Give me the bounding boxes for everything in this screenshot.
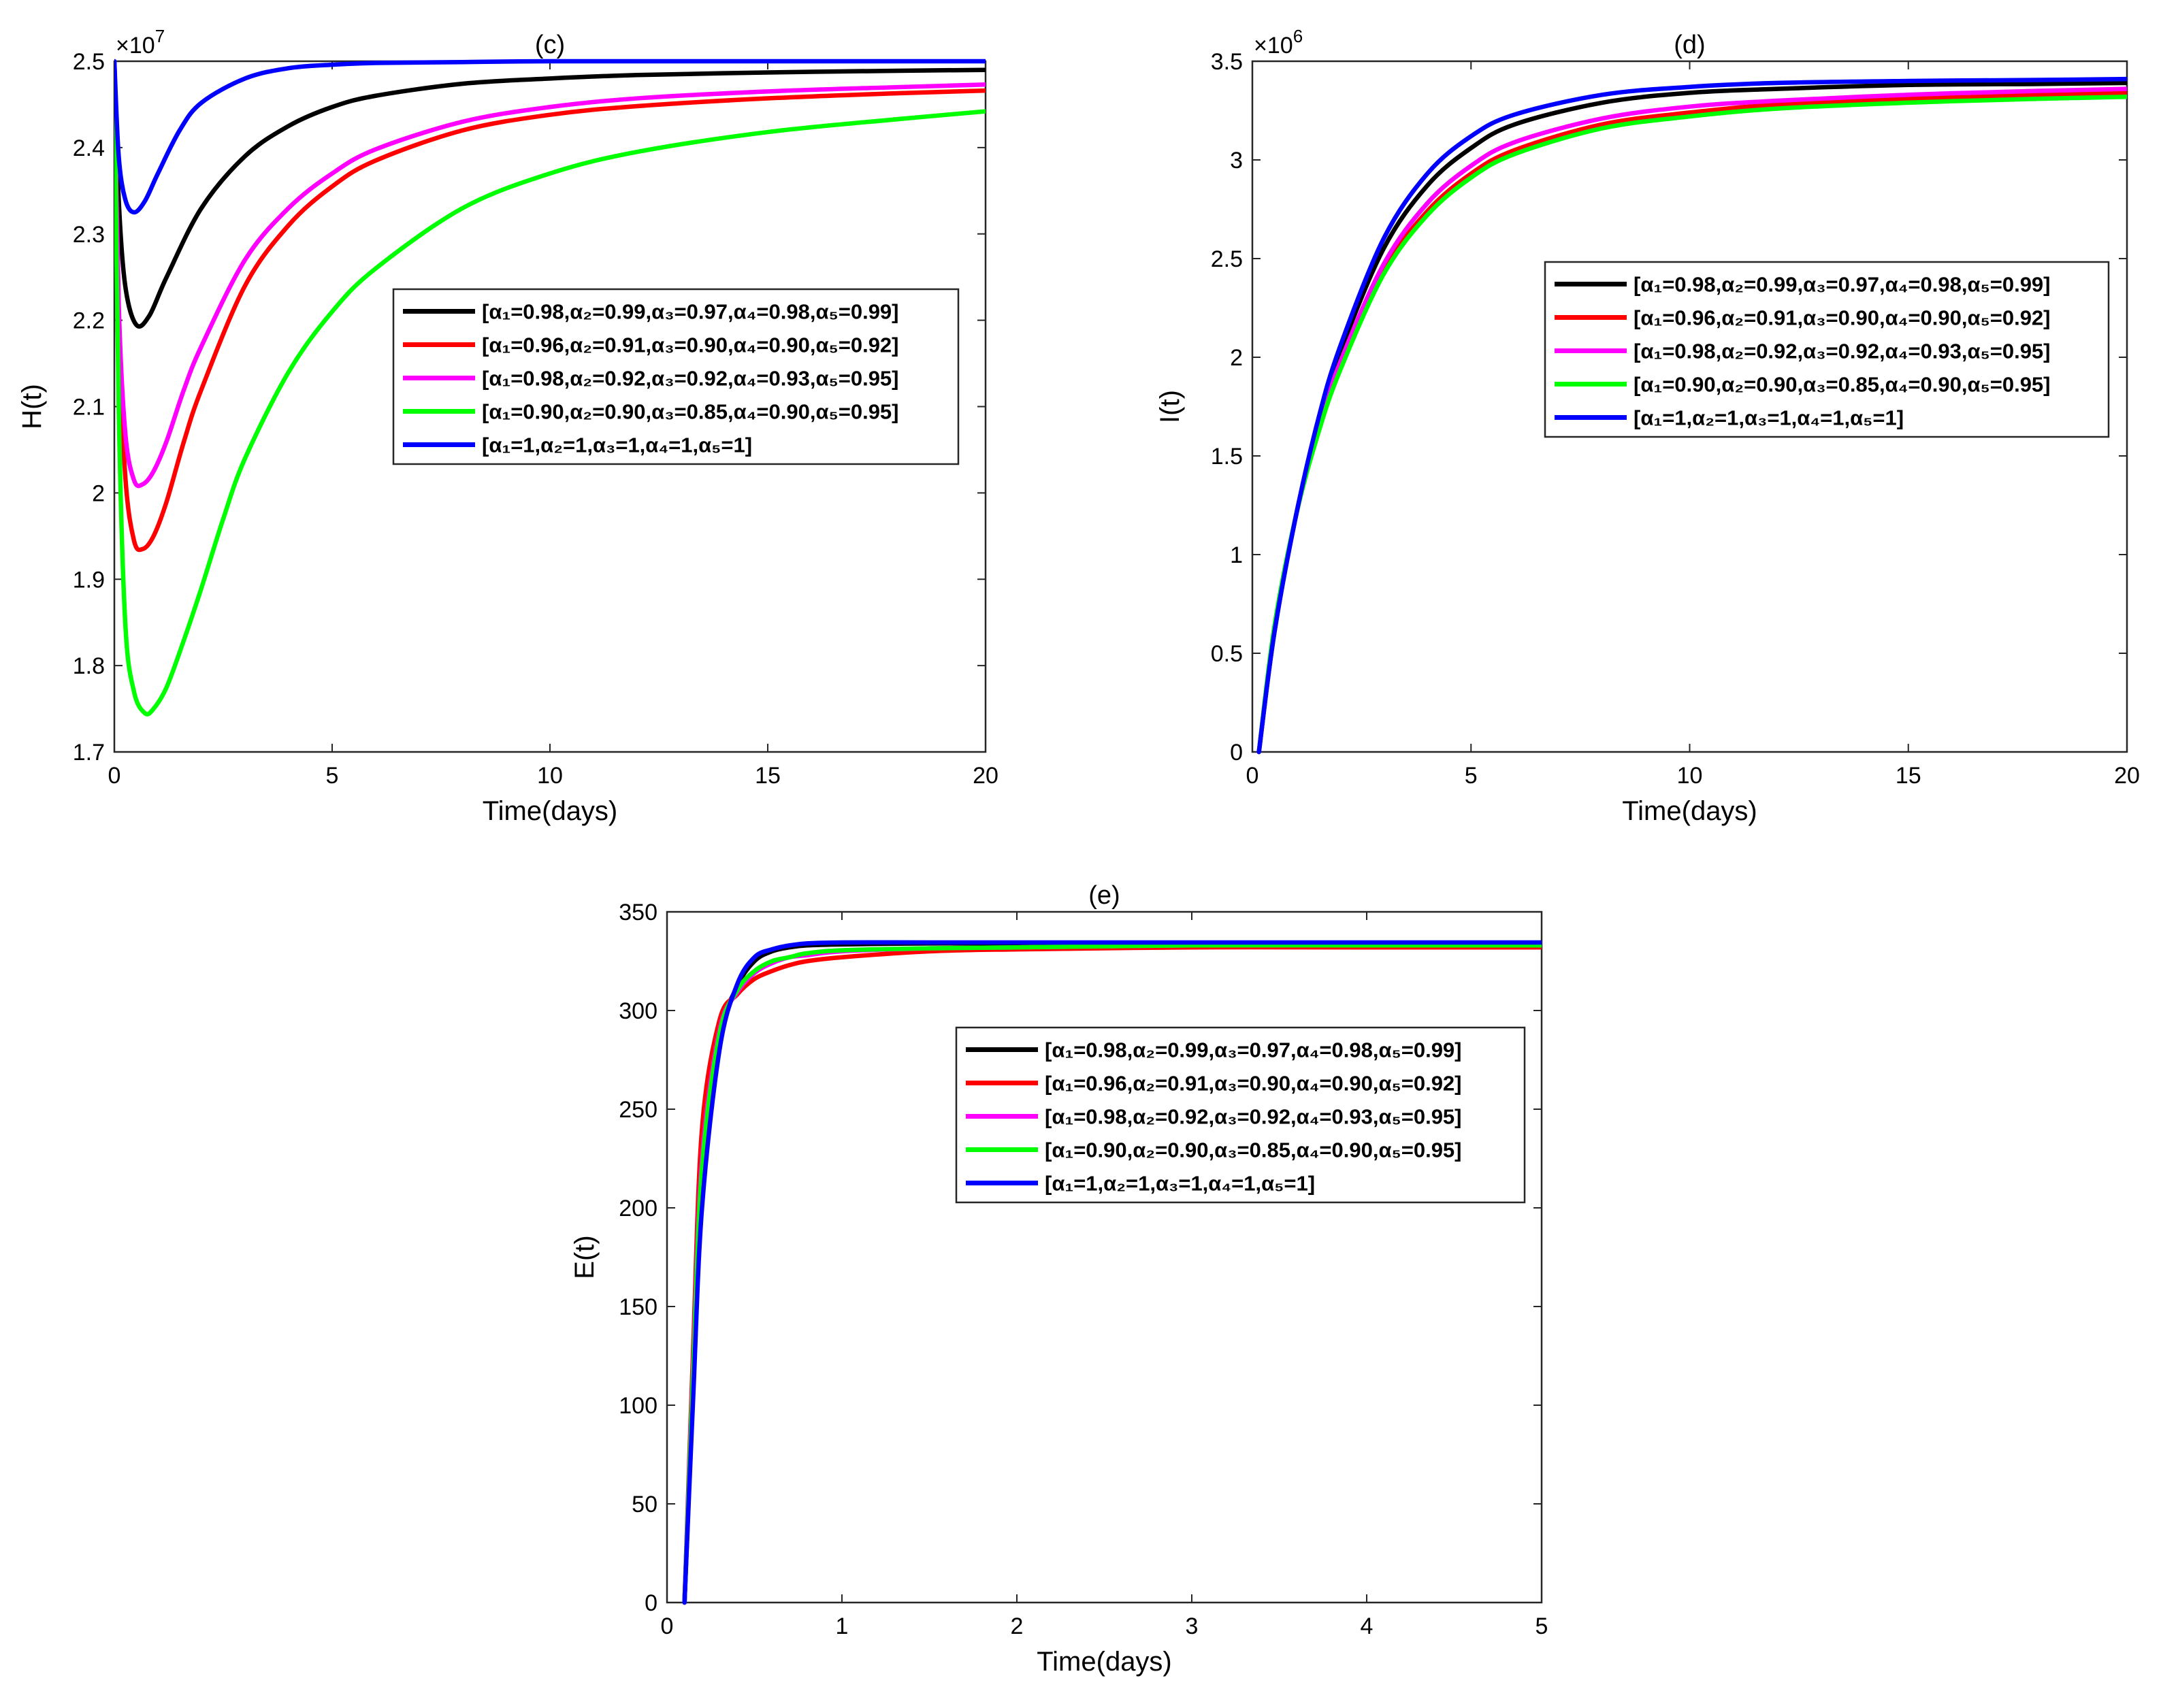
x-tick-label: 15 <box>755 763 781 789</box>
chart-title: (c) <box>535 31 565 59</box>
y-tick-label: 50 <box>632 1492 657 1517</box>
x-tick-label: 20 <box>973 763 998 789</box>
y-tick-label: 3.5 <box>1211 49 1243 75</box>
y-tick-label: 3 <box>1230 148 1243 174</box>
series-line-1 <box>114 59 986 329</box>
y-tick-label: 2 <box>92 480 105 506</box>
x-axis-label: Time(days) <box>483 796 618 826</box>
legend-label: [α₁=0.96,α₂=0.91,α₃=0.90,α₄=0.90,α₅=0.92… <box>482 333 899 357</box>
y-tick-label: 1.8 <box>73 653 105 679</box>
y-axis-label: I(t) <box>1155 390 1185 423</box>
legend: [α₁=0.98,α₂=0.99,α₃=0.97,α₄=0.98,α₅=0.99… <box>955 1026 1526 1204</box>
y-tick-label: 2.3 <box>73 222 105 248</box>
x-tick-label: 5 <box>1465 763 1478 789</box>
x-tick-label: 0 <box>661 1613 674 1639</box>
y-tick-label: 2.5 <box>1211 246 1243 272</box>
x-tick-label: 3 <box>1186 1613 1199 1639</box>
y-tick-label: 1 <box>1230 542 1243 568</box>
series-line-5 <box>1256 76 2127 755</box>
x-axis-label: Time(days) <box>1622 796 1757 826</box>
legend-label: [α₁=0.98,α₂=0.99,α₃=0.97,α₄=0.98,α₅=0.99… <box>1045 1038 1462 1062</box>
series-group <box>1256 76 2127 755</box>
chart-title: (e) <box>1088 881 1120 910</box>
y-axis-label: H(t) <box>17 384 47 429</box>
x-tick-label: 0 <box>108 763 121 789</box>
y-tick-label: 2.2 <box>73 308 105 334</box>
x-axis-label: Time(days) <box>1037 1647 1172 1677</box>
legend: [α₁=0.98,α₂=0.99,α₃=0.97,α₄=0.98,α₅=0.99… <box>1544 261 2110 438</box>
chart-title: (d) <box>1674 31 1705 59</box>
x-tick-label: 1 <box>836 1613 849 1639</box>
legend-label: [α₁=1,α₂=1,α₃=1,α₄=1,α₅=1] <box>482 433 752 457</box>
x-tick-label: 15 <box>1896 763 1921 789</box>
legend-label: [α₁=1,α₂=1,α₃=1,α₄=1,α₅=1] <box>1634 406 1904 430</box>
legend-label: [α₁=0.96,α₂=0.91,α₃=0.90,α₄=0.90,α₅=0.92… <box>1634 306 2051 330</box>
y-tick-label: 100 <box>619 1393 657 1419</box>
y-axis-label: E(t) <box>570 1235 600 1279</box>
legend-label: [α₁=0.98,α₂=0.92,α₃=0.92,α₄=0.93,α₅=0.95… <box>1634 340 2051 363</box>
x-tick-label: 5 <box>326 763 339 789</box>
y-tick-label: 0 <box>645 1590 657 1616</box>
y-axis-exponent: ×107 <box>116 26 165 59</box>
y-tick-label: 2.1 <box>73 395 105 421</box>
x-tick-label: 4 <box>1361 1613 1374 1639</box>
y-tick-label: 2.5 <box>73 49 105 75</box>
series-group <box>114 59 986 717</box>
legend-label: [α₁=0.90,α₂=0.90,α₃=0.85,α₄=0.90,α₅=0.95… <box>1634 373 2051 397</box>
legend-label: [α₁=0.90,α₂=0.90,α₃=0.85,α₄=0.90,α₅=0.95… <box>1045 1138 1462 1162</box>
legend: [α₁=0.98,α₂=0.99,α₃=0.97,α₄=0.98,α₅=0.99… <box>392 288 960 465</box>
x-tick-label: 10 <box>1677 763 1703 789</box>
legend-box <box>1544 261 2110 438</box>
legend-label: [α₁=1,α₂=1,α₃=1,α₄=1,α₅=1] <box>1045 1172 1315 1196</box>
y-axis-exponent: ×106 <box>1254 26 1303 59</box>
y-tick-label: 300 <box>619 998 657 1024</box>
y-tick-label: 150 <box>619 1294 657 1320</box>
y-tick-label: 2 <box>1230 345 1243 371</box>
y-tick-label: 2.4 <box>73 135 105 161</box>
series-line-4 <box>114 59 986 717</box>
series-line-3 <box>114 59 986 489</box>
x-tick-label: 2 <box>1011 1613 1024 1639</box>
legend-label: [α₁=0.98,α₂=0.92,α₃=0.92,α₄=0.93,α₅=0.95… <box>1045 1105 1462 1129</box>
legend-box <box>392 288 960 465</box>
x-tick-label: 5 <box>1536 1613 1548 1639</box>
y-tick-label: 1.9 <box>73 567 105 593</box>
y-tick-label: 200 <box>619 1196 657 1221</box>
chart-panel-c: 0 5 10 15 20 1.7 1.8 1.9 2 2.1 2.2 2.3 2.4 2.5 ×107 (c)… <box>17 26 998 826</box>
y-tick-label: 1.5 <box>1211 444 1243 470</box>
series-line-5 <box>682 940 1542 1605</box>
x-tick-label: 20 <box>2114 763 2140 789</box>
series-group <box>682 940 1542 1605</box>
x-tick-label: 0 <box>1246 763 1259 789</box>
legend-label: [α₁=0.90,α₂=0.90,α₃=0.85,α₄=0.90,α₅=0.95… <box>482 400 899 424</box>
legend-label: [α₁=0.98,α₂=0.99,α₃=0.97,α₄=0.98,α₅=0.99… <box>1634 273 2051 297</box>
legend-label: [α₁=0.96,α₂=0.91,α₃=0.90,α₄=0.90,α₅=0.92… <box>1045 1072 1462 1096</box>
y-tick-label: 1.7 <box>73 740 105 766</box>
series-line-2 <box>114 59 986 553</box>
legend-label: [α₁=0.98,α₂=0.99,α₃=0.97,α₄=0.98,α₅=0.99… <box>482 300 899 324</box>
y-tick-label: 0.5 <box>1211 641 1243 667</box>
legend-box <box>955 1026 1526 1204</box>
plot-area <box>666 910 1543 1604</box>
legend-label: [α₁=0.98,α₂=0.92,α₃=0.92,α₄=0.93,α₅=0.95… <box>482 367 899 391</box>
y-tick-label: 250 <box>619 1097 657 1123</box>
chart-panel-d: 0 5 10 15 20 0 0.5 1 1.5 2 2.5 3 3.5 ×106 (d) Time(days… <box>1155 26 2140 826</box>
series-line-5 <box>114 59 986 215</box>
y-tick-label: 0 <box>1230 740 1243 766</box>
x-tick-label: 10 <box>537 763 563 789</box>
chart-panel-e: 0 1 2 3 4 5050100150200250300350(e)Time(days)… <box>570 881 1548 1677</box>
y-tick-label: 350 <box>619 900 657 925</box>
